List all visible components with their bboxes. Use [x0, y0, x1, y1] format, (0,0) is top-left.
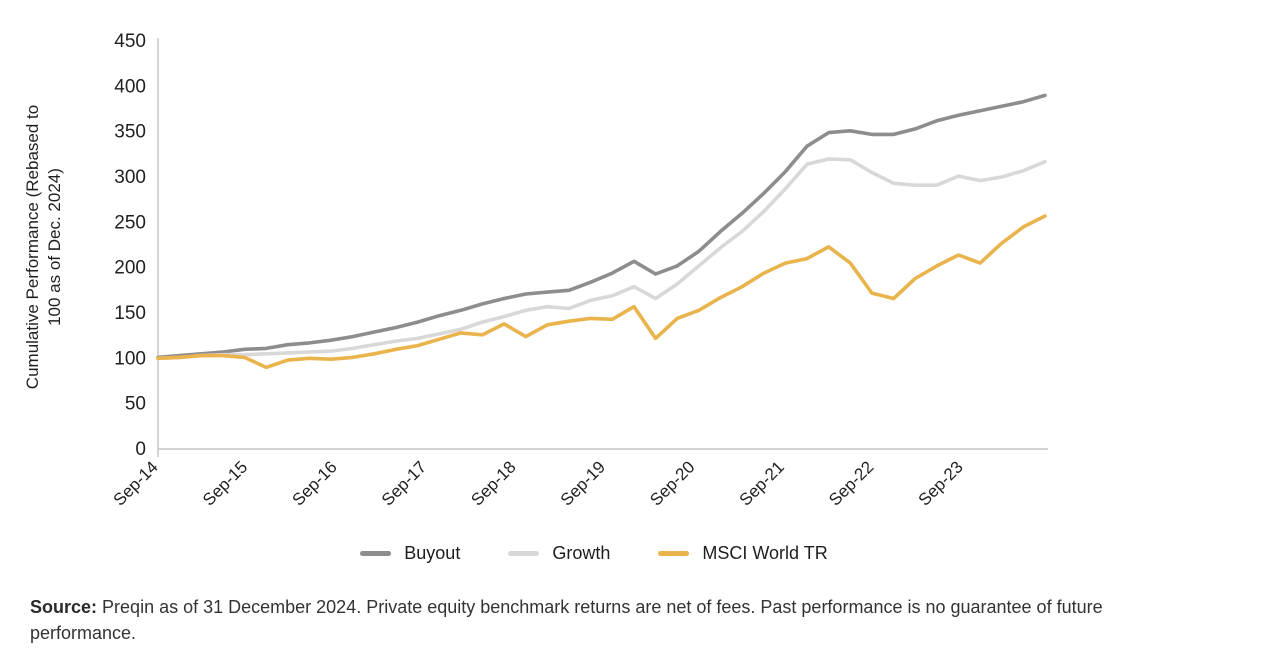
x-tick-label: Sep-18 [467, 457, 519, 509]
y-tick-label: 200 [114, 258, 146, 279]
y-tick-label: 100 [114, 348, 146, 369]
series-line-growth [156, 157, 1047, 361]
source-text: Preqin as of 31 December 2024. Private e… [30, 597, 1103, 643]
chart-legend: Buyout Growth MSCI World TR [0, 543, 1234, 564]
source-note: Source: Preqin as of 31 December 2024. P… [30, 594, 1150, 646]
legend-label-growth: Growth [552, 543, 611, 563]
legend-label-buyout: Buyout [404, 543, 461, 563]
x-tick-label: Sep-23 [915, 457, 967, 509]
y-tick-label: 350 [114, 122, 146, 143]
series-line-msci-world-tr [156, 214, 1047, 370]
msci-line-swatch-icon [658, 551, 690, 556]
x-tick-label: Sep-19 [557, 457, 609, 509]
legend-item-growth: Growth [508, 543, 610, 564]
x-tick-label: Sep-14 [110, 457, 162, 509]
source-label: Source: [30, 597, 98, 617]
buyout-line-swatch-icon [360, 551, 392, 556]
legend-item-msci: MSCI World TR [658, 543, 828, 564]
x-tick-label: Sep-17 [378, 457, 430, 509]
y-tick-label: 300 [114, 167, 146, 188]
growth-line-swatch-icon [508, 551, 540, 556]
y-tick-label: 150 [114, 303, 146, 324]
legend-label-msci: MSCI World TR [702, 543, 828, 563]
y-tick-label: 400 [114, 76, 146, 97]
x-tick-label: Sep-15 [199, 457, 251, 509]
x-tick-label: Sep-22 [825, 457, 877, 509]
y-tick-label: 50 [125, 394, 146, 415]
x-tick-label: Sep-16 [289, 457, 341, 509]
y-tick-label: 0 [135, 439, 146, 460]
x-tick-label: Sep-20 [646, 457, 698, 509]
x-tick-label: Sep-21 [736, 457, 788, 509]
y-axis-title: Cumulative Performance (Rebased to 100 as… [23, 105, 64, 389]
y-tick-label: 450 [114, 31, 146, 52]
series-line-buyout [156, 93, 1047, 360]
legend-item-buyout: Buyout [360, 543, 460, 564]
y-tick-label: 250 [114, 212, 146, 233]
